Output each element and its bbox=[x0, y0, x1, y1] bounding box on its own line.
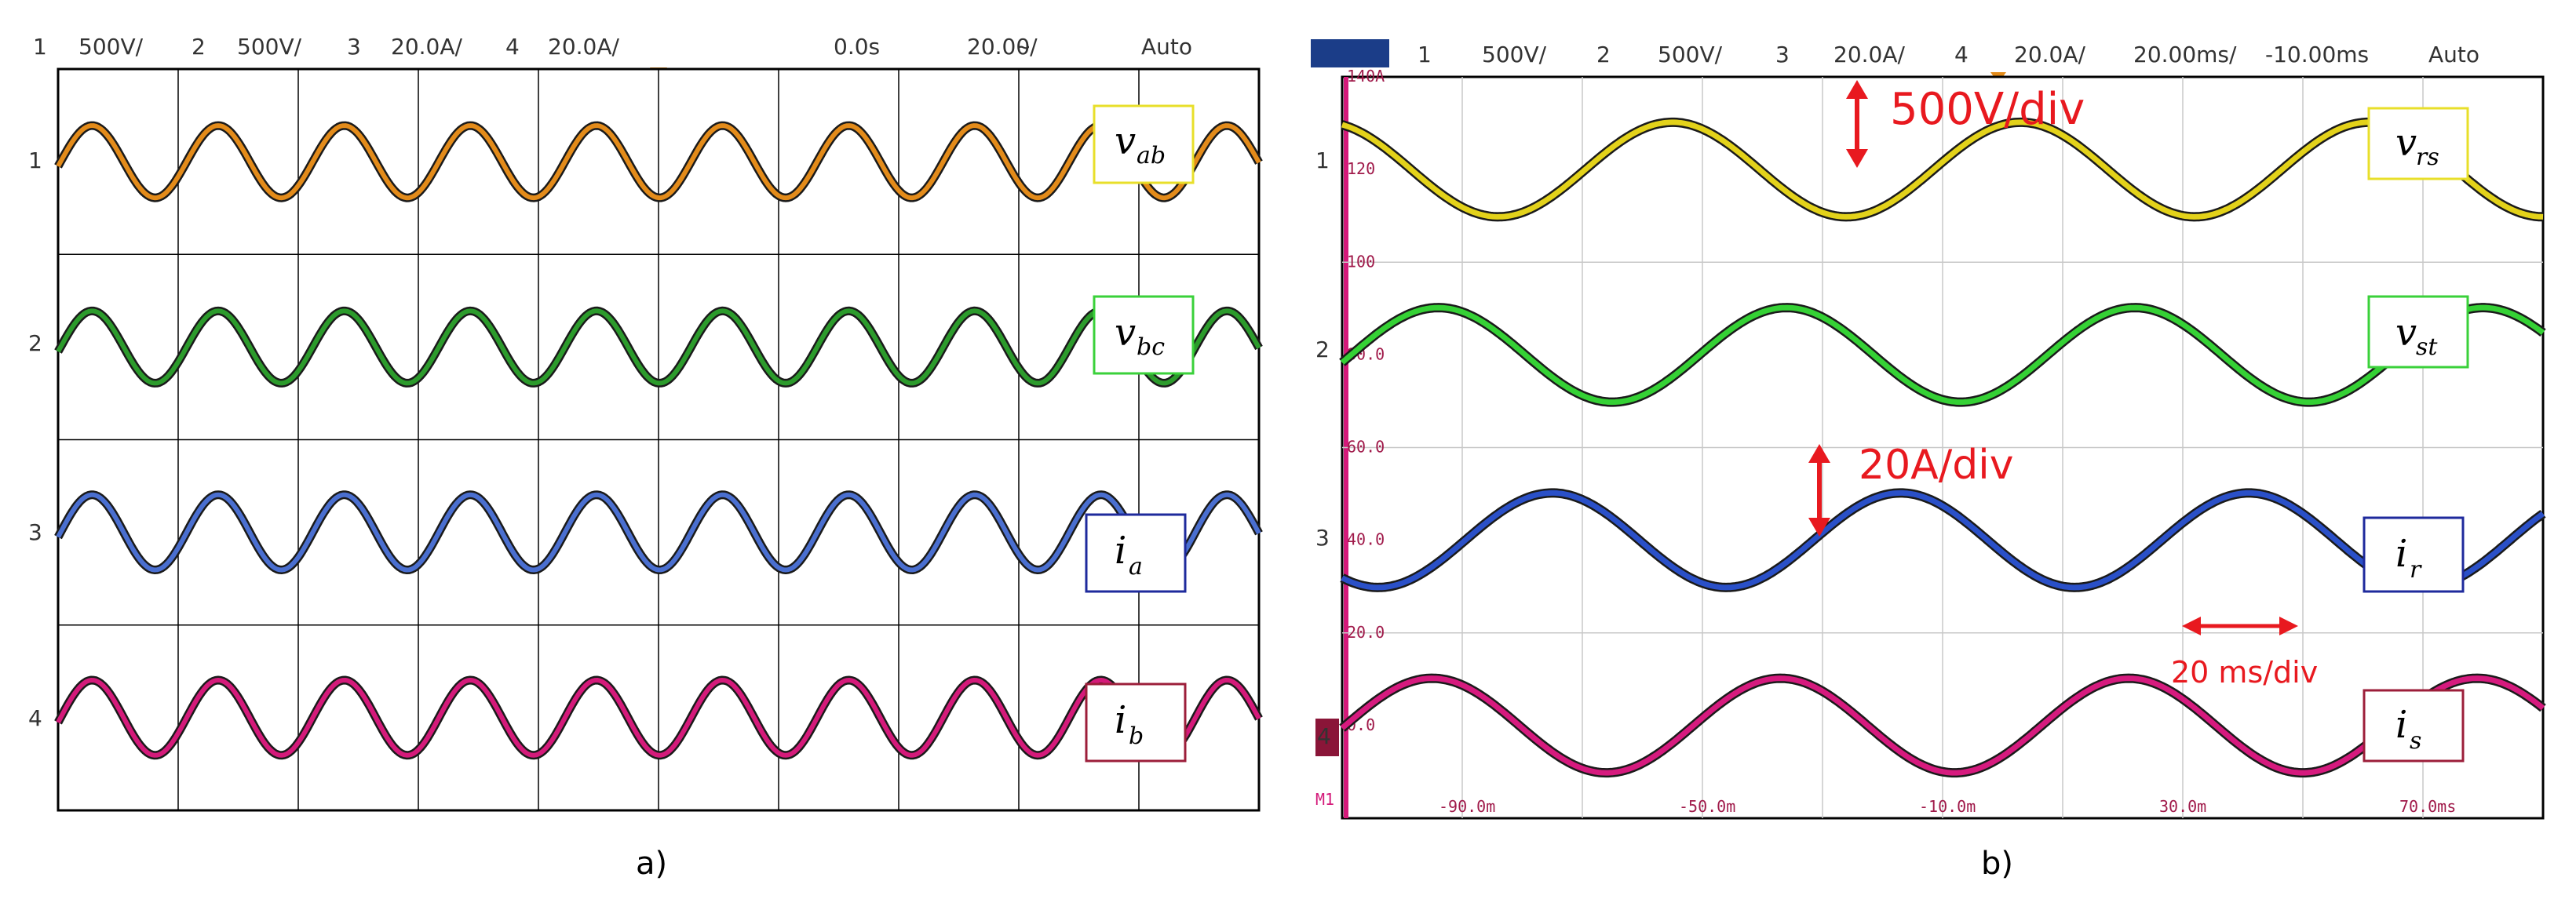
panel-b: 1 500V/ 2 500V/ 3 20.0A/ 4 20.0A/ 20.00m… bbox=[1311, 39, 2546, 882]
ch3-ground-marker: 3 bbox=[28, 519, 42, 545]
panel-a-header: 1 500V/ 2 500V/ 3 20.0A/ 4 20.0A/ 0.0s 2… bbox=[33, 34, 1192, 78]
ch3-scale: 20.0A/ bbox=[1833, 42, 1905, 67]
panel-b-ticks: -90.0m -50.0m -10.0m 30.0m 70.0ms140A1201008… bbox=[1347, 67, 2456, 816]
svg-text:i: i bbox=[2395, 703, 2407, 747]
trace-i_a bbox=[56, 492, 1261, 573]
trace-v_rs bbox=[1341, 119, 2544, 220]
ch1-number: 1 bbox=[1418, 42, 1432, 67]
y-tick-label: 120 bbox=[1347, 159, 1375, 178]
time-div-annotation: 20 ms/div bbox=[2171, 617, 2318, 690]
svg-text:500V/div: 500V/div bbox=[1890, 84, 2085, 135]
ch2-scale: 500V/ bbox=[1658, 42, 1723, 67]
panel-b-grid bbox=[1342, 77, 2543, 818]
ch4-ground-marker: 4 bbox=[1317, 723, 1331, 749]
ch1-number: 1 bbox=[33, 34, 47, 60]
x-tick-label: -50.0m bbox=[1679, 797, 1735, 816]
y-tick-label: 20.0 bbox=[1347, 623, 1385, 642]
label-v-rs: v rs bbox=[2367, 107, 2469, 180]
ch4-number: 4 bbox=[505, 34, 520, 60]
label-v-bc: v bc bbox=[1093, 295, 1195, 375]
svg-text:s: s bbox=[2410, 727, 2421, 755]
ch1-scale: 500V/ bbox=[1482, 42, 1547, 67]
trace-i_s bbox=[1340, 675, 2545, 776]
ch1-ground-marker: 1 bbox=[1315, 147, 1330, 173]
svg-text:v: v bbox=[2395, 121, 2417, 165]
ch2-number: 2 bbox=[1596, 42, 1611, 67]
ch3-ground-marker: 3 bbox=[1315, 525, 1330, 551]
panel-b-header: 1 500V/ 2 500V/ 3 20.0A/ 4 20.0A/ 20.00m… bbox=[1311, 39, 2479, 83]
svg-text:ab: ab bbox=[1137, 142, 1166, 169]
time-offset: 0.0s bbox=[834, 34, 880, 60]
ch2-number: 2 bbox=[192, 34, 206, 60]
svg-text:v: v bbox=[2395, 311, 2417, 355]
ch2-ground-marker: 2 bbox=[1315, 337, 1330, 362]
ch1-scale: 500V/ bbox=[78, 34, 144, 60]
label-i-s: i s bbox=[2363, 689, 2465, 763]
label-v-ab: v ab bbox=[1093, 104, 1195, 184]
panel-b-traces bbox=[1339, 117, 2546, 778]
svg-text:st: st bbox=[2416, 333, 2438, 361]
time-scale: 20.00ms/ bbox=[2133, 42, 2237, 67]
label-v-st: v st bbox=[2367, 295, 2469, 369]
scope-logo-icon bbox=[1311, 39, 1389, 67]
y-tick-label: 140A bbox=[1347, 67, 1385, 86]
ch2-ground-marker: 2 bbox=[28, 330, 42, 356]
ch3-number: 3 bbox=[347, 34, 361, 60]
svg-text:v: v bbox=[1115, 311, 1136, 355]
ch4-ground-marker: 4 bbox=[28, 705, 42, 731]
ch4-ground-marker-icon bbox=[1315, 719, 1339, 756]
svg-text:i: i bbox=[2395, 532, 2407, 576]
m1-marker: M1 bbox=[1315, 790, 1334, 809]
x-tick-label: -10.0m bbox=[1919, 797, 1976, 816]
x-tick-label: -90.0m bbox=[1439, 797, 1495, 816]
trace-v_bc bbox=[56, 308, 1261, 386]
ch2-scale: 500V/ bbox=[237, 34, 302, 60]
volt-div-annotation: 500V/div bbox=[1846, 80, 2085, 168]
time-offset: -10.00ms bbox=[2265, 42, 2369, 67]
ch4-number: 4 bbox=[1954, 42, 1968, 67]
ch3-number: 3 bbox=[1775, 42, 1790, 67]
label-i-r: i r bbox=[2363, 516, 2465, 593]
svg-text:20 ms/div: 20 ms/div bbox=[2171, 655, 2318, 690]
svg-text:bc: bc bbox=[1137, 333, 1165, 361]
amp-div-annotation: 20A/div bbox=[1808, 442, 2014, 537]
x-tick-label: 70.0ms bbox=[2399, 797, 2456, 816]
trace-v_ab bbox=[56, 123, 1261, 201]
label-i-a: i a bbox=[1085, 513, 1187, 593]
svg-text:a: a bbox=[1129, 553, 1143, 581]
y-tick-label: 60.0 bbox=[1347, 438, 1385, 457]
svg-text:i: i bbox=[1115, 529, 1126, 573]
svg-text:i: i bbox=[1115, 698, 1126, 742]
panel-a: 1 500V/ 2 500V/ 3 20.0A/ 4 20.0A/ 0.0s 2… bbox=[28, 34, 1263, 882]
y-tick-label: 100 bbox=[1347, 252, 1375, 271]
svg-text:r: r bbox=[2410, 556, 2422, 584]
svg-text:v: v bbox=[1115, 119, 1136, 163]
trace-i_r bbox=[1341, 490, 2545, 591]
x-tick-label: 30.0m bbox=[2159, 797, 2206, 816]
trace-v_st bbox=[1340, 304, 2545, 406]
trigger-mode: Auto bbox=[2428, 42, 2479, 67]
ch3-scale: 20.0A/ bbox=[391, 34, 462, 60]
ch4-scale: 20.0A/ bbox=[548, 34, 619, 60]
y-tick-label: 40.0 bbox=[1347, 530, 1385, 549]
time-scale: 20.00̴/ bbox=[967, 34, 1038, 60]
svg-text:b: b bbox=[1129, 723, 1144, 750]
trigger-mode: Auto bbox=[1141, 34, 1192, 60]
svg-text:20A/div: 20A/div bbox=[1859, 442, 2014, 489]
svg-text:rs: rs bbox=[2416, 144, 2439, 171]
label-i-b: i b bbox=[1085, 682, 1187, 763]
trace-i_b bbox=[56, 678, 1261, 758]
panel-a-caption: a) bbox=[636, 846, 667, 882]
ch4-scale: 20.0A/ bbox=[2014, 42, 2085, 67]
panel-a-traces bbox=[54, 121, 1263, 760]
ch1-ground-marker: 1 bbox=[28, 147, 42, 173]
panel-b-caption: b) bbox=[1981, 846, 2013, 882]
